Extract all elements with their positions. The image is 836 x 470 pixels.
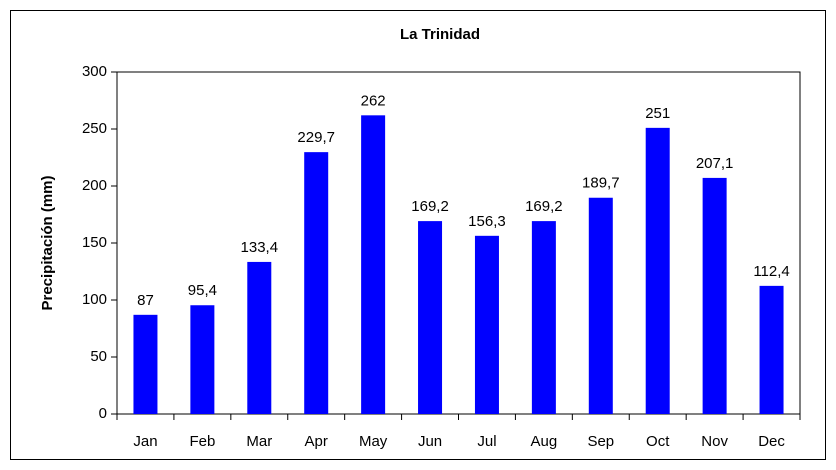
bar [190, 305, 215, 414]
x-tick-label: Jul [477, 433, 496, 450]
data-label: 262 [361, 92, 386, 109]
x-tick-label: Dec [758, 433, 785, 450]
y-tick-label: 200 [82, 177, 107, 194]
data-label: 189,7 [582, 175, 620, 192]
data-label: 87 [137, 292, 154, 309]
bar [304, 152, 329, 414]
bar [133, 314, 158, 414]
data-label: 169,2 [525, 198, 563, 215]
x-tick-label: Mar [246, 433, 272, 450]
data-label: 229,7 [297, 129, 335, 146]
y-tick-label: 100 [82, 291, 107, 308]
x-tick-label: Jan [133, 433, 157, 450]
bar [531, 221, 556, 414]
bar [702, 177, 727, 414]
y-tick-label: 0 [99, 405, 107, 422]
data-label: 133,4 [241, 239, 279, 256]
y-tick-label: 300 [82, 63, 107, 80]
x-tick-label: Jun [418, 433, 442, 450]
data-label: 95,4 [188, 282, 217, 299]
bar [588, 197, 613, 414]
bar [247, 261, 272, 414]
data-label: 112,4 [753, 263, 789, 280]
x-tick-label: Aug [531, 433, 558, 450]
chart-title: La Trinidad [400, 26, 480, 43]
x-tick-label: Sep [587, 433, 614, 450]
data-label: 207,1 [696, 155, 734, 172]
data-label: 169,2 [411, 198, 449, 215]
x-tick-label: Apr [305, 433, 328, 450]
y-axis-label: Precipitación (mm) [39, 175, 56, 310]
bar [361, 115, 386, 414]
x-tick-label: Oct [646, 433, 670, 450]
data-label: 156,3 [468, 213, 506, 230]
bar [759, 285, 784, 414]
x-tick-label: May [359, 433, 388, 450]
y-tick-label: 150 [82, 234, 107, 251]
bar [474, 235, 499, 414]
bar [418, 221, 443, 414]
bar [645, 127, 670, 415]
y-tick-label: 250 [82, 120, 107, 137]
y-tick-label: 50 [90, 348, 107, 365]
x-tick-label: Feb [189, 433, 215, 450]
x-tick-label: Nov [701, 433, 728, 450]
data-label: 251 [645, 105, 670, 122]
